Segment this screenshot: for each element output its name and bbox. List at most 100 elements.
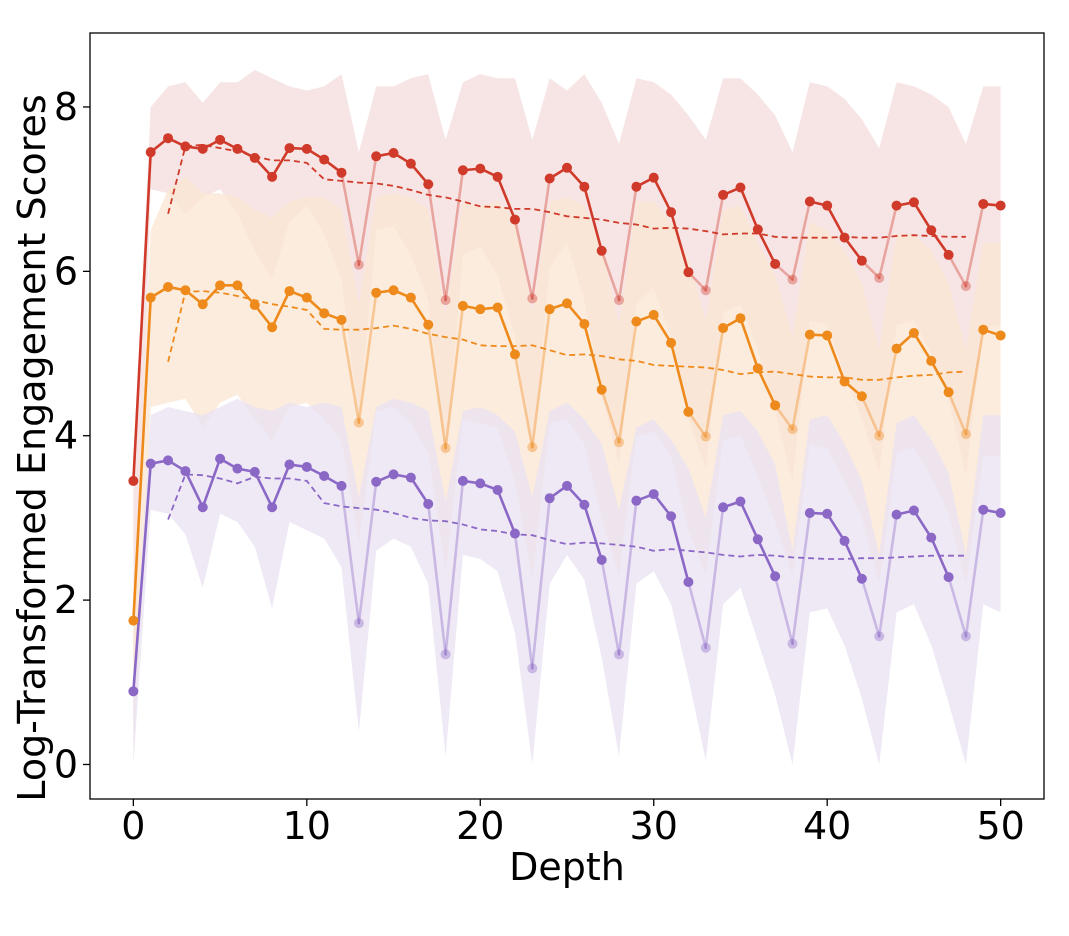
data-point (492, 484, 503, 495)
data-point (839, 376, 850, 387)
data-point (180, 466, 191, 477)
data-point (249, 300, 260, 311)
data-point (249, 152, 260, 163)
series-segment (409, 476, 430, 506)
data-point (180, 141, 191, 152)
data-point (787, 638, 798, 649)
data-point (822, 508, 833, 519)
data-point (527, 663, 538, 674)
data-point (249, 466, 260, 477)
data-point (770, 400, 781, 411)
data-point (319, 470, 330, 481)
data-point (718, 502, 729, 513)
data-point (562, 480, 572, 491)
data-point (371, 151, 382, 162)
data-point (683, 406, 694, 417)
series-segment (270, 146, 291, 179)
series-segment (617, 499, 638, 656)
series-segment (132, 150, 153, 483)
series-segment (600, 249, 621, 302)
data-point (284, 459, 295, 470)
data-point (215, 134, 226, 145)
series-segment (860, 394, 881, 438)
data-point (267, 171, 278, 182)
data-point (683, 267, 694, 278)
data-point (683, 577, 694, 588)
moving-average-middle (167, 290, 966, 381)
series-segment (531, 496, 551, 670)
data-point (353, 417, 364, 428)
data-point (770, 258, 781, 269)
data-point (822, 200, 833, 211)
series-segment (877, 204, 898, 280)
data-point (787, 274, 798, 285)
moving-average-lower (167, 473, 966, 560)
y-tick-label: 2 (54, 578, 78, 622)
data-point (579, 499, 590, 510)
series-lower (132, 457, 1002, 693)
data-point (388, 285, 399, 296)
data-point (787, 424, 798, 435)
series-segment (600, 388, 621, 444)
data-point (752, 363, 763, 374)
data-point (527, 293, 538, 304)
x-tick-label: 30 (630, 804, 678, 848)
data-point (405, 158, 416, 169)
data-point (457, 475, 468, 486)
series-segment (964, 202, 985, 288)
series-segment (669, 210, 690, 274)
data-point (943, 572, 954, 583)
data-point (492, 171, 503, 182)
data-point (457, 300, 468, 311)
series-segment (132, 296, 153, 622)
data-point (215, 453, 226, 464)
data-point (596, 245, 607, 256)
data-point (197, 299, 208, 310)
data-point (197, 502, 208, 513)
series-segment (704, 326, 725, 438)
data-point (804, 196, 815, 207)
data-point (874, 430, 885, 441)
series-segment (669, 341, 690, 414)
data-point (509, 528, 520, 539)
series-segment (756, 228, 777, 266)
data-point (440, 649, 451, 660)
data-point (978, 324, 989, 335)
series-segment (426, 323, 447, 450)
series-segment (270, 289, 291, 329)
data-point (752, 224, 763, 235)
data-point (631, 181, 642, 192)
y-tick-label: 8 (54, 85, 78, 129)
data-point (856, 255, 867, 266)
data-point (232, 463, 243, 474)
data-point (145, 458, 156, 469)
series-segment (687, 410, 708, 438)
data-point (371, 476, 382, 487)
data-point (232, 143, 243, 154)
series-segment (860, 577, 881, 638)
markers-middle (128, 280, 1006, 626)
data-point (822, 330, 833, 341)
data-point (735, 182, 746, 193)
data-point (301, 143, 312, 154)
data-point (631, 495, 642, 506)
data-point (995, 330, 1006, 341)
series-segment (912, 201, 933, 232)
series-segment (513, 353, 534, 449)
data-point (301, 292, 312, 303)
series-segment (825, 512, 846, 543)
data-point (666, 337, 677, 348)
series-segment (201, 457, 222, 509)
x-tick-label: 10 (283, 804, 331, 848)
data-point (232, 280, 243, 291)
series-segment (704, 193, 725, 292)
data-point (371, 287, 382, 298)
data-point (666, 207, 677, 218)
data-point (145, 147, 156, 158)
plot-area (128, 70, 1006, 765)
data-point (509, 214, 520, 225)
moving-average-upper (167, 143, 966, 239)
data-point (874, 631, 885, 642)
y-tick-label: 6 (54, 249, 78, 293)
